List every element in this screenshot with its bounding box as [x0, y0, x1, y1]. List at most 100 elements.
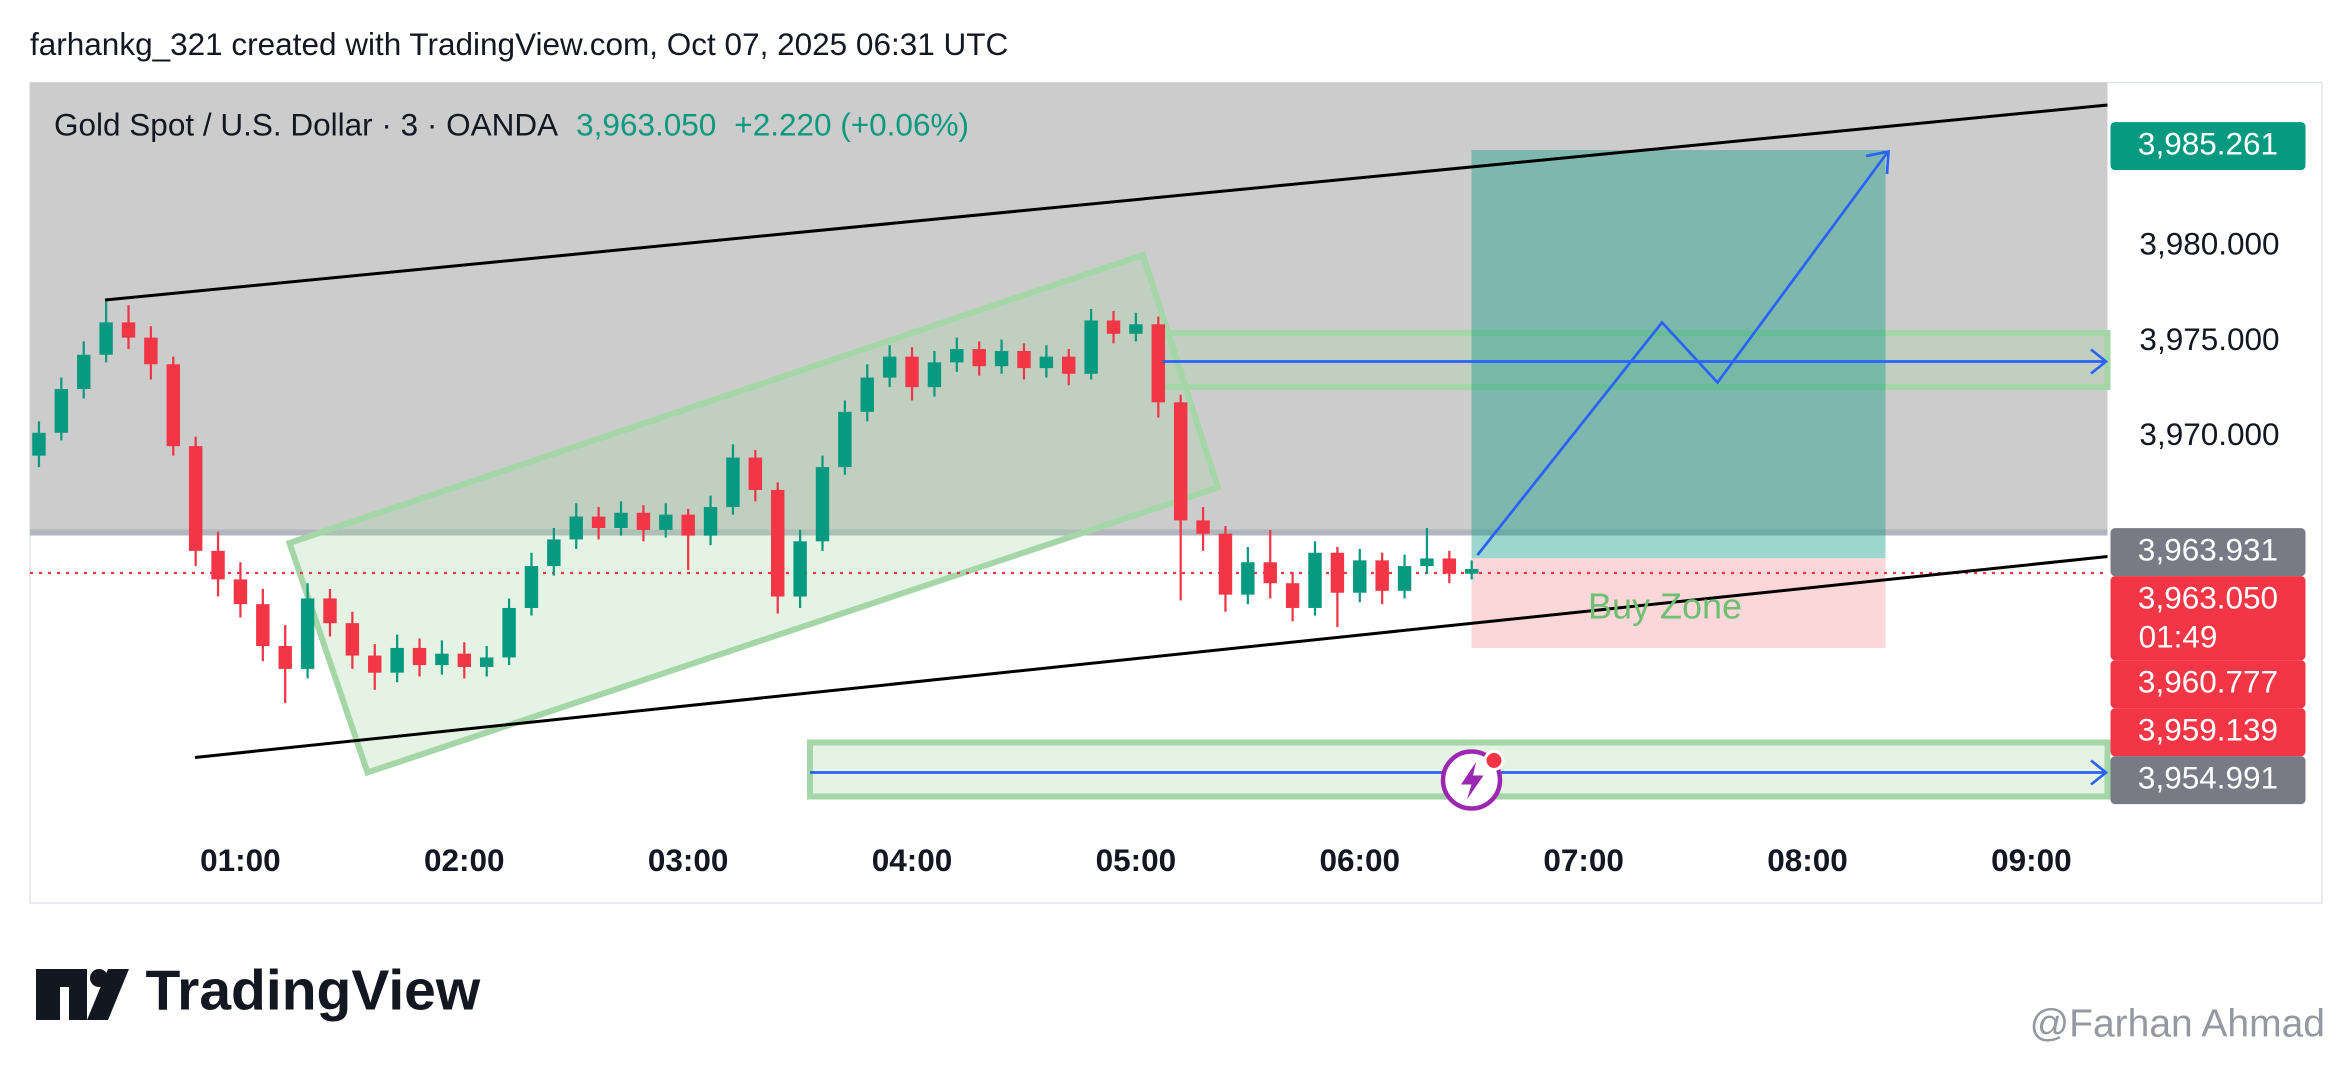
candle-body — [1285, 583, 1300, 608]
projection-path — [1476, 149, 1890, 556]
price-label-box — [2110, 660, 2306, 709]
candle-body — [77, 354, 91, 390]
countdown: 01:49 — [2139, 618, 2218, 654]
candle-body — [390, 647, 404, 673]
candle-body — [771, 489, 785, 597]
candle-body — [1218, 533, 1233, 595]
candle-body — [703, 507, 718, 536]
candle-body — [524, 566, 539, 608]
candle-body — [1353, 560, 1367, 593]
x-tick-label: 07:00 — [1543, 842, 1624, 878]
candle-body — [1397, 566, 1412, 591]
price-label-box — [2110, 122, 2306, 171]
price-label: 3,963.931 — [2138, 531, 2278, 567]
candle-body — [950, 349, 964, 363]
candle-body — [681, 514, 695, 536]
candle-body — [121, 322, 136, 338]
candle-body — [1039, 356, 1054, 369]
price-label: 3,959.139 — [2138, 711, 2278, 747]
rising-channel-box — [285, 251, 1222, 777]
candle-body — [1151, 324, 1166, 403]
price-label: 3,960.777 — [2138, 663, 2278, 699]
arrow-upper — [1162, 348, 2109, 375]
candle-body — [300, 598, 315, 669]
candle-body — [1017, 350, 1031, 369]
alert-dot — [1483, 750, 1505, 771]
price-label-box — [2110, 528, 2306, 577]
candle-body — [994, 350, 1009, 367]
x-tick-label: 02:00 — [424, 842, 505, 878]
candle-body — [636, 512, 651, 530]
candle-body — [1375, 560, 1389, 591]
candle-body — [144, 337, 158, 365]
candle-body — [591, 516, 606, 528]
candle-body — [1241, 562, 1255, 595]
candle-body — [726, 457, 740, 508]
candle-body — [1308, 552, 1322, 608]
candle-body — [1196, 520, 1210, 534]
candle-body — [905, 356, 919, 388]
price-label-box — [2110, 756, 2306, 805]
candle-body — [569, 516, 583, 540]
x-tick-label: 04:00 — [872, 842, 953, 878]
price-label-box — [2110, 576, 2306, 661]
candle-body — [54, 389, 69, 433]
candle-body — [233, 579, 248, 605]
candle-body — [1464, 568, 1479, 574]
x-tick-label: 06:00 — [1319, 842, 1400, 878]
candle-body — [1330, 552, 1345, 593]
candle-body — [659, 514, 673, 530]
candle-body — [748, 457, 763, 490]
candle-body — [278, 646, 292, 669]
candle-body — [1129, 324, 1143, 334]
y-tick-label: 3,975.000 — [2139, 321, 2279, 357]
candle-body — [927, 362, 942, 388]
candle-body — [435, 653, 449, 666]
candle-body — [32, 432, 46, 456]
target-box — [1471, 150, 1886, 558]
logo-mark-1 — [36, 969, 87, 1020]
candle-body — [412, 647, 427, 666]
candle-body — [99, 322, 113, 355]
header: farhankg_321 created with TradingView.co… — [30, 26, 1008, 62]
candle-body — [188, 446, 203, 551]
trend-line-upper — [104, 103, 2108, 302]
logo-mark-3 — [87, 969, 129, 1020]
candle-body — [860, 377, 874, 412]
candle-body — [793, 541, 807, 597]
candle-body — [1062, 356, 1076, 374]
candle-body — [972, 349, 986, 367]
grey-zone — [30, 82, 2108, 533]
candle-body — [1442, 558, 1457, 574]
candle-body — [368, 655, 382, 673]
x-tick-label: 08:00 — [1767, 842, 1848, 878]
candle-body — [1106, 320, 1121, 334]
candle-body — [211, 550, 225, 580]
candle-body — [838, 411, 852, 468]
trend-line-lower — [194, 555, 2108, 759]
x-tick-label: 03:00 — [648, 842, 729, 878]
logo: TradingView — [36, 959, 481, 1023]
annotation: Buy Zone — [1588, 586, 1742, 627]
logo-text: TradingView — [146, 959, 481, 1023]
candle-body — [815, 467, 830, 542]
candle-body — [479, 657, 494, 667]
drawings — [810, 149, 2109, 786]
watermark: @Farhan Ahmad — [2030, 1002, 2325, 1045]
candle-body — [457, 653, 472, 667]
x-tick-label: 09:00 — [1991, 842, 2072, 878]
candle-body — [614, 512, 628, 528]
candle-body — [882, 356, 897, 378]
candle-body — [502, 607, 516, 658]
price-label: 3,954.991 — [2138, 759, 2278, 795]
candle-body — [1263, 562, 1277, 584]
price-label: 3,985.261 — [2138, 125, 2278, 161]
legend-symbol: Gold Spot / U.S. Dollar · 3 · OANDA — [54, 107, 558, 143]
candle-body — [1420, 558, 1434, 567]
candle-body — [166, 364, 180, 447]
x-tick-label: 01:00 — [200, 842, 281, 878]
legend: Gold Spot / U.S. Dollar · 3 · OANDA 3,963… — [54, 107, 969, 143]
price-label-box — [2110, 708, 2306, 757]
